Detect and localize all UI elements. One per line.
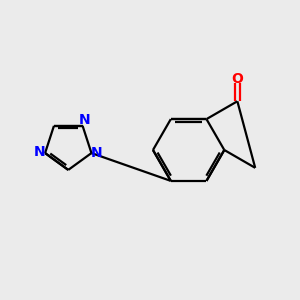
Text: O: O <box>231 72 243 86</box>
Text: N: N <box>91 146 103 160</box>
Text: N: N <box>78 113 90 128</box>
Text: N: N <box>34 145 46 159</box>
